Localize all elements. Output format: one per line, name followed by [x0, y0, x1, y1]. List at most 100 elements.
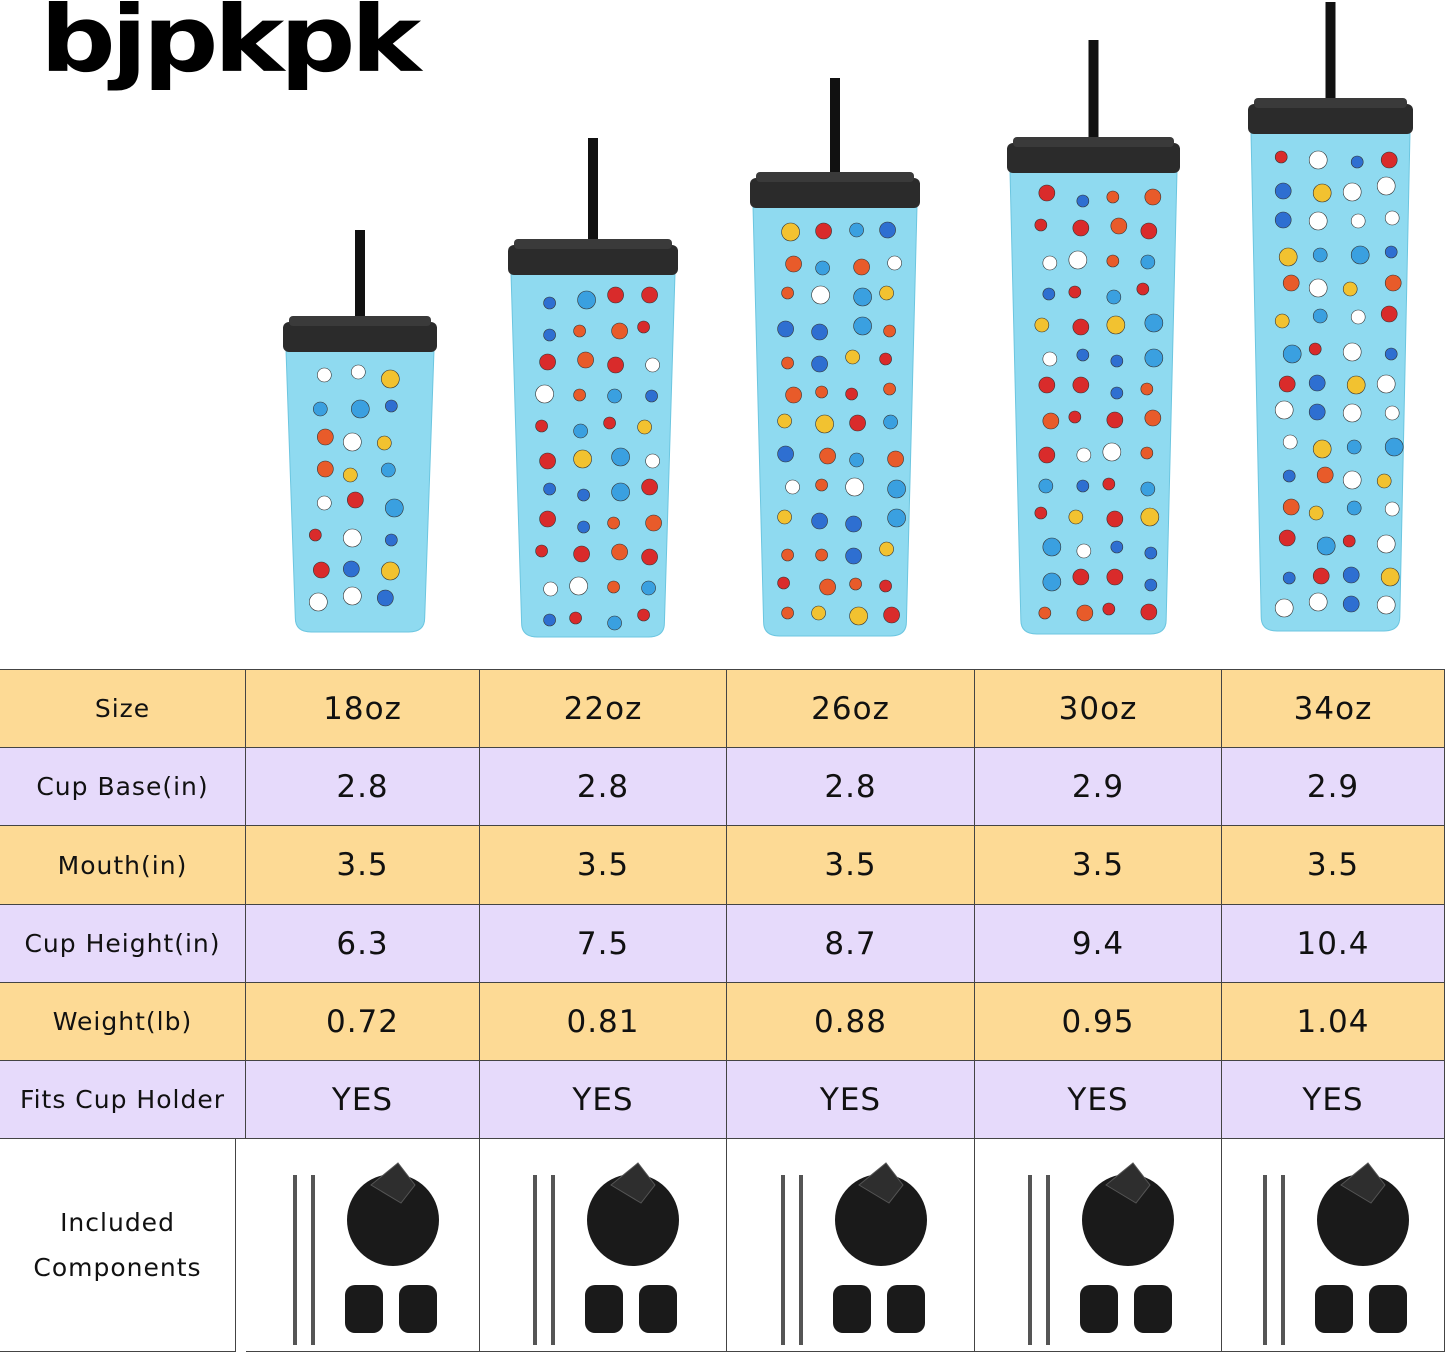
cup-pattern: [1102, 477, 1116, 491]
table-cell: 18oz: [246, 669, 480, 748]
cup-pattern: [1342, 566, 1360, 584]
cup-pattern: [577, 290, 596, 310]
cup-pattern: [887, 450, 904, 468]
plug-icon: [832, 1285, 871, 1333]
plug-icon: [886, 1285, 925, 1333]
cup-pattern: [1342, 534, 1356, 548]
cup-body: [752, 205, 918, 637]
cup-pattern: [535, 384, 554, 404]
cup-pattern: [853, 287, 872, 307]
cup-pattern: [377, 435, 392, 451]
cup-pattern: [611, 322, 628, 340]
cup-pattern: [381, 369, 400, 389]
cup-pattern: [849, 452, 864, 468]
table-cell: 0.95: [975, 983, 1222, 1061]
table-cell: YES: [480, 1061, 727, 1139]
cup-pattern: [1102, 602, 1116, 616]
cup-pattern: [777, 413, 792, 429]
cup-body: [1009, 170, 1178, 635]
cup-pattern: [381, 462, 396, 478]
cup-pattern: [1102, 442, 1122, 462]
table-cell: 2.8: [480, 748, 727, 826]
straw-icon: [310, 1175, 315, 1345]
cup-pattern: [577, 488, 590, 502]
cup-pattern: [1076, 604, 1094, 622]
table-cell: 26oz: [727, 669, 975, 748]
cup-pattern: [543, 613, 556, 627]
cup-pattern: [573, 449, 592, 469]
cup-pattern: [1282, 498, 1300, 516]
cup-pattern: [607, 615, 622, 631]
cup-pattern: [887, 479, 906, 499]
cup-pattern: [1144, 188, 1162, 206]
cup-pattern: [1312, 439, 1332, 459]
table-cell: 3.5: [727, 826, 975, 905]
cup-pattern: [1308, 374, 1326, 392]
cup-pattern: [1144, 409, 1162, 427]
cup-pattern: [539, 353, 556, 371]
cup-pattern: [1076, 479, 1090, 493]
cup-pattern: [1282, 274, 1300, 292]
cup-pattern: [1282, 434, 1298, 450]
row-label: Cup Height(in): [0, 905, 246, 983]
cup-pattern: [1308, 211, 1328, 231]
cup-pattern: [1274, 211, 1292, 229]
cup-pattern: [569, 576, 588, 596]
cup-pattern: [543, 328, 556, 342]
cup-pattern: [573, 423, 588, 439]
cup-lid: [508, 245, 678, 275]
cup-pattern: [1144, 578, 1158, 592]
cup-pattern: [607, 580, 620, 594]
row-label: Mouth(in): [0, 826, 246, 905]
table-cell: YES: [975, 1061, 1222, 1139]
table-cell: 3.5: [246, 826, 480, 905]
table-cell: 6.3: [246, 905, 480, 983]
cup-pattern: [815, 260, 830, 276]
plug-icon: [1315, 1285, 1353, 1333]
cup-lid: [1248, 104, 1413, 134]
cup-pattern: [845, 515, 862, 533]
plug-icon: [639, 1285, 677, 1333]
cup-pattern: [1068, 250, 1088, 270]
cup-pattern: [1282, 469, 1296, 483]
cup-pattern: [811, 285, 830, 305]
cup-pattern: [1384, 210, 1400, 226]
cup-pattern: [1342, 403, 1362, 423]
cup-pattern: [849, 606, 868, 626]
cup-pattern: [1110, 386, 1124, 400]
cup-pattern: [1350, 309, 1366, 325]
cup-pattern: [1072, 219, 1090, 237]
lid-top: [514, 239, 672, 249]
cup-pattern: [351, 364, 366, 380]
cup-pattern: [781, 222, 800, 242]
cup-pattern: [1342, 342, 1362, 362]
cup-pattern: [1350, 155, 1364, 169]
cup-pattern: [1274, 182, 1292, 200]
cup-pattern: [879, 579, 892, 593]
lid-icon: [1317, 1174, 1409, 1266]
cup-pattern: [1042, 572, 1062, 592]
cup-pattern: [1274, 313, 1290, 329]
cup-pattern: [535, 544, 548, 558]
cup-pattern: [1076, 447, 1092, 463]
cup-pattern: [1042, 351, 1058, 367]
table-cell: 3.5: [1222, 826, 1445, 905]
cup-pattern: [539, 452, 556, 470]
cup-pattern: [1110, 354, 1124, 368]
components-cell: [727, 1139, 975, 1352]
row-label: Fits Cup Holder: [0, 1061, 246, 1139]
cup-pattern: [811, 323, 828, 341]
straw-icon: [1028, 1175, 1032, 1345]
cup-pattern: [1034, 218, 1048, 232]
table-cell: 3.5: [975, 826, 1222, 905]
cup-pattern: [309, 592, 328, 612]
straw-icon: [1281, 1175, 1285, 1345]
cup-pattern: [637, 608, 650, 622]
cup-pattern: [347, 491, 364, 509]
cup-pattern: [1282, 571, 1296, 585]
cup-pattern: [343, 586, 362, 606]
table-cell: 7.5: [480, 905, 727, 983]
cup-pattern: [1034, 506, 1048, 520]
cup-pattern: [641, 286, 658, 304]
